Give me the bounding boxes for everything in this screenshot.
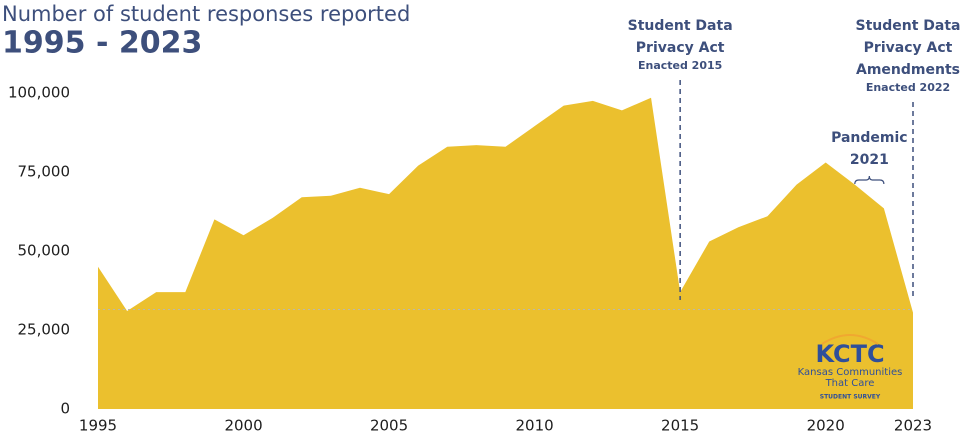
x-tick-label: 2005 <box>370 417 408 435</box>
annotation-text: Privacy Act <box>636 40 725 56</box>
x-tick-label: 2015 <box>661 417 699 435</box>
logo-tagline: STUDENT SURVEY <box>820 394 881 401</box>
chart-subtitle: 1995 - 2023 <box>2 26 202 61</box>
annotation-text: Student Data <box>628 18 733 34</box>
annotation-note: Enacted 2022 <box>866 81 950 94</box>
y-tick-label: 25,000 <box>18 321 71 339</box>
annotation-text: Amendments <box>856 62 960 78</box>
logo-arc <box>821 334 879 345</box>
span-brace <box>854 175 885 185</box>
y-tick-label: 0 <box>60 400 70 418</box>
x-tick-label: 2010 <box>516 417 554 435</box>
y-tick-label: 75,000 <box>18 163 71 181</box>
annotation-note: Enacted 2015 <box>638 59 722 72</box>
chart-title: Number of student responses reported <box>2 2 410 26</box>
x-tick-label: 2023 <box>894 417 932 435</box>
annotation-text: Student Data <box>856 18 961 34</box>
x-tick-label: 1995 <box>79 417 117 435</box>
logo-mark: KCTC <box>815 340 884 368</box>
span-text: Pandemic <box>831 130 908 146</box>
y-tick-label: 100,000 <box>8 84 70 102</box>
logo-text: That Care <box>825 378 875 389</box>
y-tick-label: 50,000 <box>18 242 71 260</box>
x-tick-label: 2020 <box>807 417 845 435</box>
annotation-text: Privacy Act <box>864 40 953 56</box>
area <box>98 97 913 410</box>
x-tick-label: 2000 <box>224 417 262 435</box>
logo-text: Kansas Communities <box>798 367 903 378</box>
span-text: 2021 <box>850 152 889 168</box>
